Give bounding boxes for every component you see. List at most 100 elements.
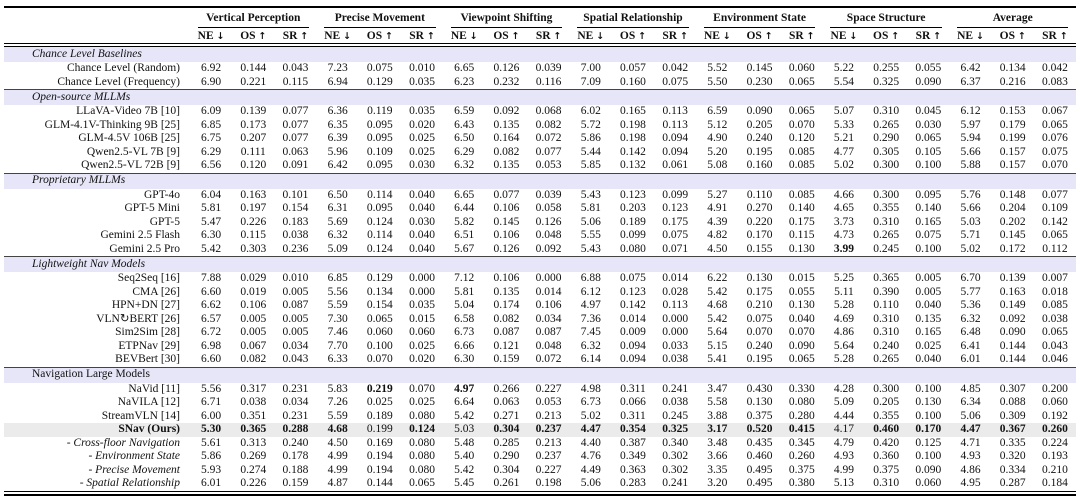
metric-value: 6.29 xyxy=(201,145,222,158)
model-name: LLaVA-Video 7B [10] xyxy=(76,105,180,117)
metric-value: 5.76 xyxy=(960,188,981,201)
metric-value: 0.105 xyxy=(915,145,942,158)
metric-header: NE ↓ xyxy=(197,29,225,42)
metric-value: 0.140 xyxy=(915,202,942,214)
metric-value: 0.005 xyxy=(282,326,309,338)
metric-value: 5.58 xyxy=(707,396,728,408)
metric-value: 0.035 xyxy=(409,299,435,311)
metric-value: 0.220 xyxy=(746,215,773,228)
model-name: VLN↻BERT [26] xyxy=(96,312,180,325)
metric-value: 0.042 xyxy=(1042,62,1068,74)
metric-value: 0.226 xyxy=(240,477,267,489)
metric-value: 0.345 xyxy=(788,436,815,449)
metric-value: 7.36 xyxy=(580,312,601,325)
metric-value: 0.077 xyxy=(282,105,309,117)
metric-header-row: NE ↓ OS ↑ SR ↑ NE ↓ OS ↑ SR ↑ NE ↓ OS ↑ SR ↑ NE ↓… xyxy=(4,28,1076,44)
metric-value: 0.130 xyxy=(746,396,773,408)
metric-value: 0.310 xyxy=(873,312,900,325)
metric-value: 6.42 xyxy=(960,62,981,74)
metric-header: NE ↓ xyxy=(577,29,605,42)
metric-value: 0.030 xyxy=(409,215,435,228)
metric-value: 0.207 xyxy=(240,132,267,144)
metric-value: 0.142 xyxy=(620,145,646,158)
metric-value: 0.100 xyxy=(915,382,942,395)
metric-value: 6.56 xyxy=(201,159,222,171)
metric-value: 0.015 xyxy=(788,272,815,284)
metric-value: 0.075 xyxy=(915,229,942,241)
metric-value: 5.88 xyxy=(960,159,981,171)
metric-header: OS ↑ xyxy=(746,29,773,42)
metric-value: 4.40 xyxy=(580,436,601,449)
metric-value: 0.202 xyxy=(999,215,1026,228)
sort-direction-arrow: ↑ xyxy=(764,30,773,42)
table-row: Qwen2.5-VL 72B [9] 6.56 0.120 0.091 6.42 0.09… xyxy=(4,159,1076,173)
metric-value: 0.015 xyxy=(409,312,435,325)
metric-value: 0.038 xyxy=(662,353,689,365)
metric-value: 5.03 xyxy=(454,423,475,435)
metric-value: 0.040 xyxy=(409,188,435,201)
metric-value: 7.70 xyxy=(327,339,348,352)
metric-value: 0.134 xyxy=(999,62,1026,74)
metric-value: 0.061 xyxy=(662,159,689,171)
metric-value: 6.98 xyxy=(201,339,222,352)
metric-value: 0.216 xyxy=(999,75,1026,88)
metric-value: 0.134 xyxy=(366,285,393,298)
metric-value: 0.109 xyxy=(1042,202,1068,214)
metric-value: 0.145 xyxy=(999,229,1026,241)
metric-value: 0.106 xyxy=(493,272,520,284)
model-name: Gemini 2.5 Flash xyxy=(100,229,180,241)
metric-value: 4.44 xyxy=(833,409,855,422)
metric-value: 6.36 xyxy=(327,105,348,117)
metric-value: 0.066 xyxy=(620,396,646,408)
table-row: NaVid [11] 5.56 0.317 0.231 5.83 0.219 0.070 4.… xyxy=(4,383,1076,397)
metric-value: 0.334 xyxy=(999,463,1026,476)
metric-value: 6.04 xyxy=(201,188,222,201)
metric-value: 6.32 xyxy=(960,312,981,325)
metric-value: 0.198 xyxy=(620,132,646,144)
metric-value: 0.335 xyxy=(999,436,1026,449)
metric-value: 0.125 xyxy=(915,436,942,449)
section-header-row: Lightweight Nav Models xyxy=(4,256,1077,272)
metric-value: 4.99 xyxy=(833,463,855,476)
metric-value: 0.038 xyxy=(240,396,267,408)
metric-value: 0.019 xyxy=(240,285,267,298)
metric-value: 0.046 xyxy=(1042,353,1068,365)
metric-value: 7.45 xyxy=(580,326,601,338)
results-table: Vertical Perception Precise Movement Viewp… xyxy=(4,6,1077,496)
metric-value: 0.100 xyxy=(366,339,393,352)
metric-value: 5.11 xyxy=(834,285,854,298)
metric-value: 0.255 xyxy=(873,62,900,74)
metric-value: 0.129 xyxy=(366,272,393,284)
metric-value: 0.495 xyxy=(746,463,773,476)
metric-value: 0.115 xyxy=(240,229,266,241)
sort-direction-arrow: ↑ xyxy=(891,30,900,42)
metric-value: 0.094 xyxy=(662,145,689,158)
metric-value: 0.000 xyxy=(409,272,435,284)
metric-value: 0.309 xyxy=(999,409,1026,422)
metric-value: 5.59 xyxy=(327,409,348,422)
col-group-header: Average xyxy=(949,7,1076,28)
metric-value: 0.005 xyxy=(282,285,309,298)
metric-value: 0.005 xyxy=(915,285,942,298)
metric-value: 0.310 xyxy=(873,105,900,117)
metric-value: 4.68 xyxy=(707,299,728,311)
metric-value: 6.66 xyxy=(454,339,475,352)
col-group-header: Viewpoint Shifting xyxy=(443,7,570,28)
metric-value: 0.065 xyxy=(788,353,815,365)
metric-value: 4.79 xyxy=(833,436,855,449)
metric-value: 0.045 xyxy=(915,105,942,117)
table-row: Chance Level (Frequency) 6.90 0.221 0.115 6.… xyxy=(4,76,1076,90)
metric-value: 6.73 xyxy=(454,326,475,338)
metric-value: 0.039 xyxy=(535,62,562,74)
metric-value: 4.68 xyxy=(327,423,348,435)
metric-value: 0.113 xyxy=(662,299,688,311)
metric-value: 0.075 xyxy=(662,229,689,241)
metric-value: 0.430 xyxy=(746,382,773,395)
sort-direction-arrow: ↓ xyxy=(849,30,858,42)
metric-value: 0.112 xyxy=(1042,242,1068,255)
table-row: SNav (Ours) 5.30 0.365 0.288 4.68 0.199 0.124 5… xyxy=(4,423,1077,437)
table-row: - Spatial Relationship 6.01 0.226 0.159 4.87… xyxy=(4,477,1076,491)
table-row: Gemini 2.5 Flash 6.30 0.115 0.038 6.32 0.114 0… xyxy=(4,229,1076,243)
metric-value: 0.020 xyxy=(409,118,435,131)
metric-value: 6.32 xyxy=(327,229,348,241)
